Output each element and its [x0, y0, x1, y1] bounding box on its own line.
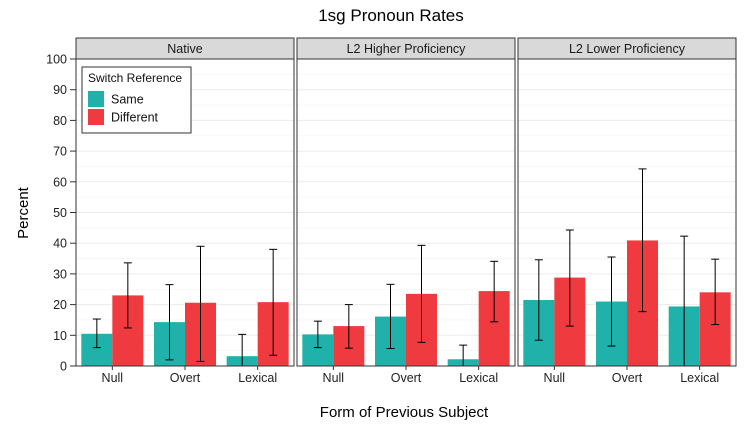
- facet-panel: L2 Higher Proficiency Null Overt Lexical: [296, 37, 516, 385]
- x-tick-label: Lexical: [459, 371, 498, 385]
- legend-label: Same: [111, 93, 144, 107]
- facet-panel: L2 Lower Proficiency Null Overt Lexical: [517, 37, 737, 385]
- y-tick-label: 50: [53, 206, 67, 220]
- x-tick-label: Null: [544, 371, 566, 385]
- y-tick-label: 90: [53, 83, 67, 97]
- x-axis-title: Form of Previous Subject: [320, 404, 489, 421]
- x-tick-label: Overt: [391, 371, 422, 385]
- x-tick-label: Overt: [170, 371, 201, 385]
- y-tick-label: 80: [53, 114, 67, 128]
- y-tick-label: 40: [53, 237, 67, 251]
- y-tick-label: 70: [53, 145, 67, 159]
- y-axis: 0 10 20 30 40 50 60 70 80 90 100: [46, 53, 76, 374]
- legend: Switch Reference Same Different: [81, 66, 192, 134]
- y-axis-title: Percent: [15, 186, 32, 239]
- y-tick-label: 30: [53, 267, 67, 281]
- x-tick-label: Null: [102, 371, 124, 385]
- y-tick-label: 0: [60, 360, 67, 374]
- y-tick-label: 10: [53, 329, 67, 343]
- y-tick-label: 20: [53, 298, 67, 312]
- y-tick-label: 100: [46, 53, 67, 67]
- facet-panel: Native Null Overt Lexical: [75, 37, 295, 385]
- panel-title: L2 Higher Proficiency: [347, 42, 467, 56]
- x-tick-label: Overt: [612, 371, 643, 385]
- panel-title: Native: [167, 42, 202, 56]
- panel-title: L2 Lower Proficiency: [569, 42, 686, 56]
- x-tick-label: Lexical: [680, 371, 719, 385]
- legend-swatch: [88, 109, 104, 125]
- legend-swatch: [88, 91, 104, 107]
- chart-title: 1sg Pronoun Rates: [318, 6, 464, 25]
- y-tick-label: 60: [53, 175, 67, 189]
- x-tick-label: Null: [323, 371, 345, 385]
- x-tick-label: Lexical: [238, 371, 277, 385]
- legend-label: Different: [111, 111, 159, 125]
- legend-title: Switch Reference: [88, 71, 182, 85]
